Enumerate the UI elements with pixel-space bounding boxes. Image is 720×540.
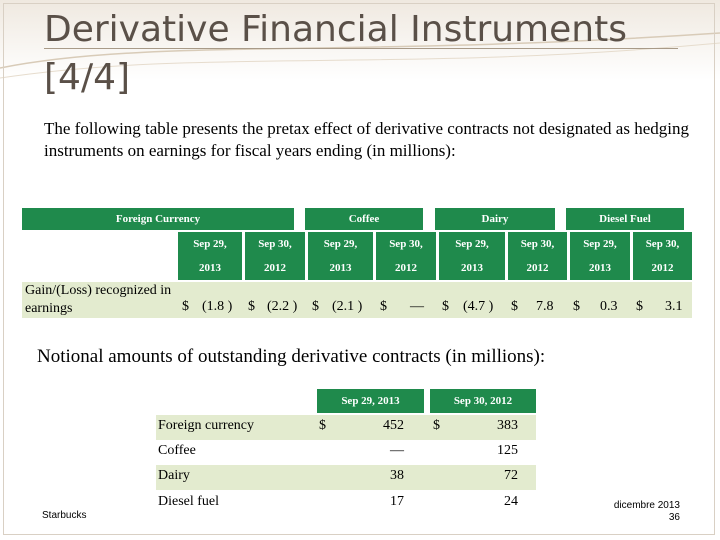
period-header: Sep 30, 2012 bbox=[633, 232, 692, 280]
period-header: Sep 30, 2012 bbox=[508, 232, 567, 280]
period-line2: 2013 bbox=[461, 262, 483, 274]
group-header-coffee: Coffee bbox=[305, 208, 423, 230]
table-cell: — bbox=[390, 443, 404, 458]
period-line1: Sep 29, bbox=[323, 238, 358, 250]
footer-date-page: dicembre 2013 36 bbox=[580, 500, 680, 524]
row-label-line2: earnings bbox=[25, 301, 73, 316]
footer-date: dicembre 2013 bbox=[613, 500, 680, 511]
footer-company: Starbucks bbox=[42, 510, 87, 521]
period-line1: Sep 30, bbox=[389, 238, 423, 250]
period-line2: 2013 bbox=[589, 262, 611, 274]
table-cell: 24 bbox=[504, 494, 518, 509]
table-cell: (2.1 ) bbox=[332, 299, 363, 314]
table-cell: (4.7 ) bbox=[463, 299, 494, 314]
table-cell: (1.8 ) bbox=[202, 299, 233, 314]
currency-symbol: $ bbox=[573, 299, 580, 314]
currency-symbol: $ bbox=[433, 418, 440, 433]
period-line1: Sep 30, bbox=[645, 238, 680, 250]
column-header: Sep 29, 2013 bbox=[317, 389, 424, 413]
period-line2: 2013 bbox=[329, 262, 352, 274]
period-line2: 2012 bbox=[395, 262, 417, 274]
table-cell: 38 bbox=[390, 468, 404, 483]
period-line2: 2012 bbox=[264, 262, 286, 274]
group-header-foreign-currency: Foreign Currency bbox=[22, 208, 294, 230]
period-line1: Sep 29, bbox=[583, 238, 617, 250]
table-cell: 17 bbox=[390, 494, 404, 509]
period-header: Sep 29, 2013 bbox=[308, 232, 373, 280]
table-row: Coffee — 125 bbox=[156, 440, 536, 465]
period-line1: Sep 29, bbox=[193, 238, 227, 250]
table-row: Foreign currency $ 452 $ 383 bbox=[156, 415, 536, 440]
currency-symbol: $ bbox=[636, 299, 643, 314]
currency-symbol: $ bbox=[312, 299, 319, 314]
period-line2: 2012 bbox=[526, 262, 549, 274]
table-row: Diesel fuel 17 24 bbox=[156, 491, 536, 516]
period-line1: Sep 30, bbox=[258, 238, 292, 250]
period-header: Sep 29, 2013 bbox=[570, 232, 630, 280]
period-header: Sep 30, 2012 bbox=[376, 232, 436, 280]
table-cell: 0.3 bbox=[600, 299, 618, 314]
currency-symbol: $ bbox=[511, 299, 518, 314]
currency-symbol: $ bbox=[380, 299, 387, 314]
period-header: Sep 29, 2013 bbox=[439, 232, 505, 280]
group-header-diesel-fuel: Diesel Fuel bbox=[566, 208, 684, 230]
table-cell: — bbox=[410, 299, 424, 314]
period-line1: Sep 30, bbox=[520, 238, 555, 250]
slide-frame bbox=[3, 3, 715, 535]
row-label: Gain/(Loss) recognized in earnings bbox=[25, 282, 185, 318]
table-cell: 383 bbox=[497, 418, 518, 433]
row-label-line1: Gain/(Loss) recognized in bbox=[25, 283, 172, 298]
table-cell: 3.1 bbox=[665, 299, 683, 314]
title-underline bbox=[44, 48, 678, 49]
table-row: Dairy 38 72 bbox=[156, 465, 536, 490]
currency-symbol: $ bbox=[182, 299, 189, 314]
table-cell: 7.8 bbox=[536, 299, 554, 314]
notional-amounts-table: Sep 29, 2013 Sep 30, 2012 Foreign curren… bbox=[156, 389, 536, 519]
row-label: Foreign currency bbox=[158, 418, 255, 433]
row-label: Coffee bbox=[158, 443, 196, 458]
period-line2: 2013 bbox=[199, 262, 221, 274]
table-cell: 452 bbox=[383, 418, 404, 433]
page-number: 36 bbox=[668, 512, 680, 523]
notional-heading: Notional amounts of outstanding derivati… bbox=[37, 346, 546, 367]
row-label: Dairy bbox=[158, 468, 190, 483]
period-line2: 2012 bbox=[651, 262, 674, 274]
period-header: Sep 29, 2013 bbox=[178, 232, 242, 280]
column-header: Sep 30, 2012 bbox=[430, 389, 536, 413]
slide-title: Derivative Financial Instruments [4/4] bbox=[44, 9, 627, 98]
table-cell: 125 bbox=[497, 443, 518, 458]
currency-symbol: $ bbox=[442, 299, 449, 314]
currency-symbol: $ bbox=[248, 299, 255, 314]
period-header: Sep 30, 2012 bbox=[245, 232, 305, 280]
row-label: Diesel fuel bbox=[158, 494, 220, 509]
period-line1: Sep 29, bbox=[455, 238, 489, 250]
table-row bbox=[22, 282, 692, 318]
table-cell: (2.2 ) bbox=[267, 299, 298, 314]
intro-paragraph: The following table presents the pretax … bbox=[44, 119, 689, 160]
currency-symbol: $ bbox=[319, 418, 326, 433]
group-header-dairy: Dairy bbox=[435, 208, 555, 230]
table-cell: 72 bbox=[504, 468, 518, 483]
pretax-effect-table: Foreign Currency Coffee Dairy Diesel Fue… bbox=[22, 208, 692, 318]
